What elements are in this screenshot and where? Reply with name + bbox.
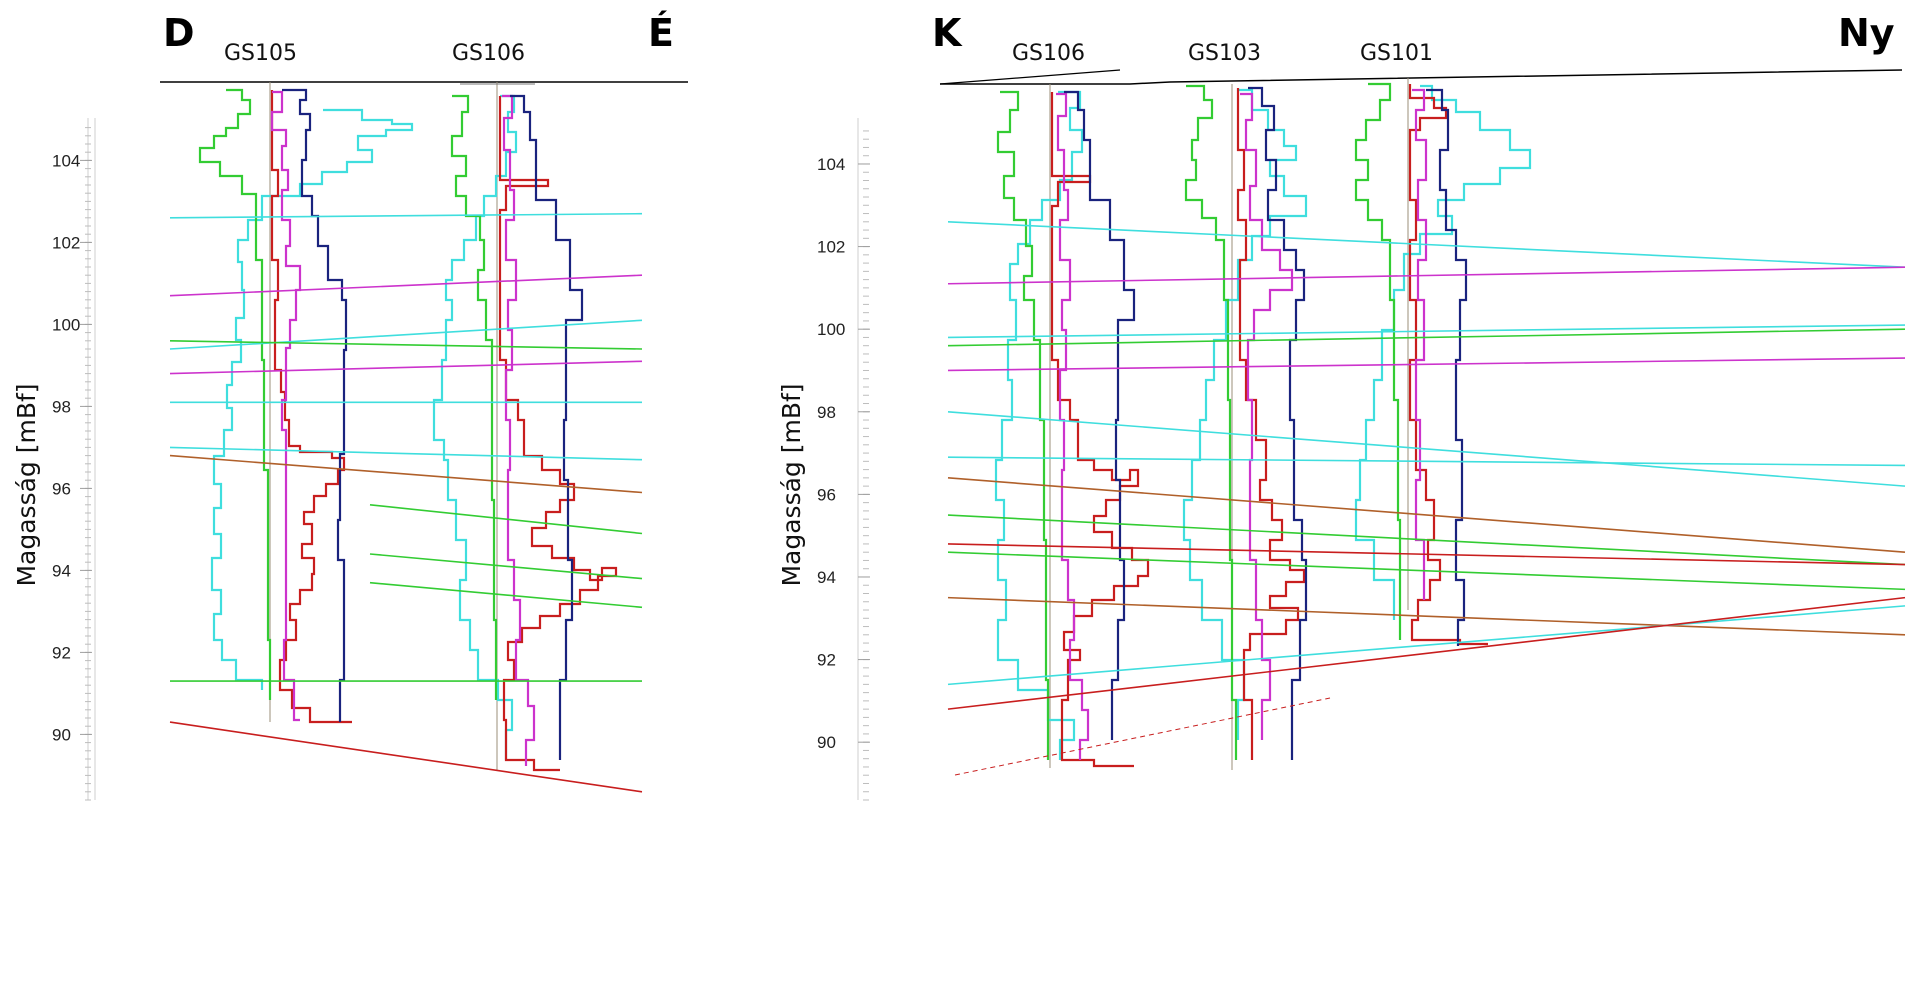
y-tick-label: 96	[817, 485, 836, 504]
correlation-line	[947, 456, 1906, 467]
gs106-magenta-log	[1056, 92, 1090, 760]
y-tick-label: 98	[52, 397, 71, 416]
well-label-gs101: GS101	[1360, 41, 1433, 66]
direction-label-left: D	[163, 11, 195, 55]
correlation-line	[947, 605, 1906, 686]
gs106-red-log	[498, 96, 618, 772]
y-tick-label: 96	[52, 479, 71, 498]
well-gs105-logs	[198, 82, 414, 724]
y-axis-title: Magasság [mBf]	[777, 383, 806, 586]
gs105-cyan-log	[210, 108, 414, 690]
gs105-red-log	[270, 90, 352, 724]
section-panel-left: D É GS105 GS106 90 92 94 96 98 100 102 104 Maga…	[12, 11, 688, 801]
gs106-magenta-log	[502, 94, 536, 766]
direction-label-right: Ny	[1838, 11, 1895, 55]
correlation-line	[169, 319, 643, 350]
well-gs101-logs	[1354, 78, 1532, 646]
gs101-cyan-log	[1354, 84, 1532, 620]
correlation-line	[947, 596, 1906, 636]
well-label-gs106: GS106	[1012, 41, 1085, 66]
y-tick-label: 92	[817, 651, 836, 670]
correlation-line	[169, 721, 643, 793]
y-tick-label: 90	[52, 725, 71, 744]
well-gs103-logs	[1182, 84, 1308, 770]
local-correlation-line	[369, 504, 643, 535]
gs106-green-log	[996, 90, 1050, 760]
correlation-line	[947, 357, 1906, 372]
correlation-line	[947, 596, 1906, 710]
y-tick-label: 90	[817, 733, 836, 752]
correlation-line	[947, 543, 1906, 566]
gs106-red-log	[1050, 92, 1150, 768]
gs101-navy-log	[1426, 88, 1468, 646]
y-axis-title: Magasság [mBf]	[12, 383, 41, 586]
well-label-gs105: GS105	[224, 41, 297, 66]
local-correlation-lines	[369, 504, 643, 609]
gs106-cyan-log	[994, 90, 1084, 760]
y-axis-ticks: 90 92 94 96 98 100 102 104	[52, 127, 92, 801]
local-correlation-line	[369, 581, 643, 609]
well-gs106-logs	[994, 84, 1150, 768]
correlation-line	[947, 324, 1906, 339]
direction-label-right: É	[648, 11, 674, 55]
correlation-line	[169, 454, 643, 494]
gs103-green-log	[1184, 84, 1238, 760]
y-tick-label: 92	[52, 643, 71, 662]
y-tick-label: 100	[817, 320, 845, 339]
gs106-navy-log	[1064, 90, 1136, 740]
dashed-extrapolation-line	[954, 697, 1331, 776]
gs103-magenta-log	[1240, 92, 1294, 740]
gs105-navy-log	[282, 88, 348, 722]
correlation-line	[947, 514, 1906, 566]
section-top-line	[940, 69, 1903, 85]
y-tick-label: 94	[52, 561, 71, 580]
direction-label-left: K	[932, 11, 963, 55]
correlation-line	[169, 360, 643, 375]
gs106-cyan-log	[432, 94, 518, 760]
y-axis-ticks: 90 92 94 96 98 100 102 104	[817, 130, 870, 801]
correlation-line	[947, 266, 1906, 285]
section-panel-right: K Ny GS106 GS103 GS101 90 92 94 96 98 100 102 1…	[777, 11, 1906, 801]
y-tick-label: 98	[817, 403, 836, 422]
y-tick-label: 94	[817, 568, 836, 587]
well-gs106-logs	[432, 82, 618, 772]
gs103-navy-log	[1248, 86, 1308, 760]
gs106-green-log	[450, 94, 498, 700]
y-tick-label: 100	[52, 315, 80, 334]
well-label-gs103: GS103	[1188, 41, 1261, 66]
correlation-line	[169, 340, 643, 350]
well-label-gs106: GS106	[452, 41, 525, 66]
correlation-lines	[169, 212, 643, 793]
section-top-line-2	[939, 69, 1121, 85]
correlation-line	[169, 212, 643, 219]
y-tick-label: 104	[817, 155, 845, 174]
correlation-line	[169, 274, 643, 297]
gs103-red-log	[1236, 88, 1306, 760]
correlation-line	[947, 551, 1906, 591]
correlation-line	[947, 328, 1906, 347]
y-tick-label: 104	[52, 151, 80, 170]
gs106-navy-log	[510, 94, 584, 760]
y-axis: 90 92 94 96 98 100 102 104 Magasság [mBf]	[777, 118, 870, 801]
gs101-magenta-log	[1412, 88, 1428, 600]
correlation-line	[169, 446, 643, 461]
y-tick-label: 102	[52, 233, 80, 252]
y-tick-label: 102	[817, 238, 845, 257]
correlation-line	[947, 410, 1906, 487]
correlation-line	[947, 477, 1906, 553]
gs105-magenta-log	[270, 90, 302, 722]
gs105-green-log	[198, 88, 272, 700]
gs101-green-log	[1354, 82, 1402, 640]
correlation-line	[947, 221, 1906, 269]
local-correlation-line	[369, 553, 643, 580]
correlation-lines	[947, 221, 1906, 710]
y-axis: 90 92 94 96 98 100 102 104 Magasság [mBf]	[12, 118, 96, 801]
